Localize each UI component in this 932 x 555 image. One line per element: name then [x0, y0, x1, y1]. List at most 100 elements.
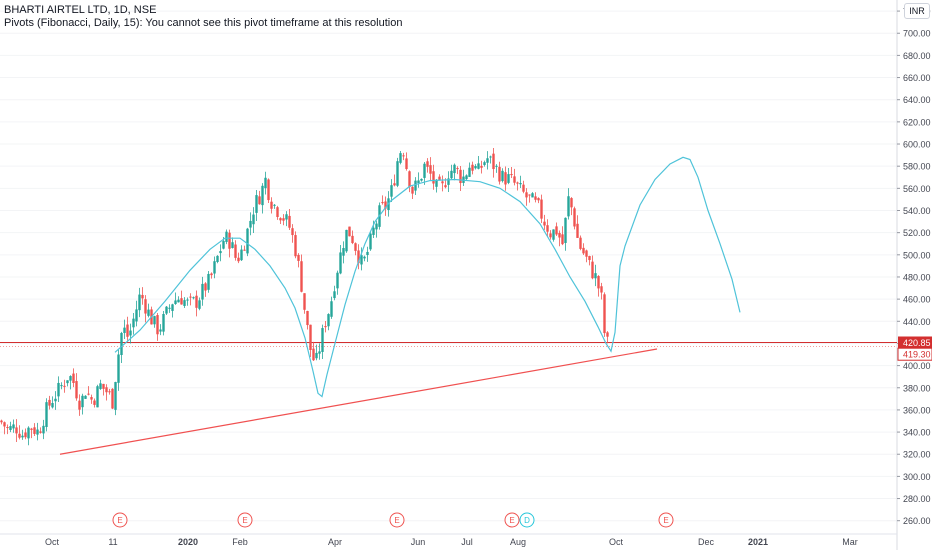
candle-body [564, 217, 567, 243]
candle-body [213, 261, 216, 274]
candle-body [528, 194, 531, 196]
candle-body [192, 297, 195, 299]
candle-body [480, 165, 483, 168]
candle-body [117, 354, 120, 383]
candle-body [273, 204, 276, 206]
earnings-marker-label: E [509, 516, 514, 525]
candle-body [600, 286, 603, 293]
candle-body [588, 256, 591, 261]
chart-legend: BHARTI AIRTEL LTD, 1D, NSE Pivots (Fibon… [4, 4, 402, 30]
y-tick-label: 280.00 [903, 494, 931, 504]
candle-body [108, 391, 111, 393]
candle-body [381, 202, 384, 204]
candle-body [351, 235, 354, 244]
candle-body [6, 427, 9, 429]
candle-body [579, 237, 582, 249]
candle-body [501, 170, 504, 182]
y-tick-label: 400.00 [903, 361, 931, 371]
candle-body [189, 296, 192, 298]
y-tick-label: 480.00 [903, 272, 931, 282]
candle-body [465, 175, 468, 180]
candle-body [339, 252, 342, 274]
candle-body [312, 348, 315, 361]
symbol-title[interactable]: BHARTI AIRTEL LTD, 1D, NSE [4, 4, 157, 16]
y-tick-label: 620.00 [903, 117, 931, 127]
x-tick-label: Mar [842, 537, 858, 547]
candle-body [279, 218, 282, 221]
candle-body [321, 328, 324, 352]
candle-body [60, 385, 63, 387]
candle-body [516, 182, 519, 184]
candle-body [42, 425, 45, 434]
candle-body [231, 242, 234, 248]
indicator-pivots-label[interactable]: Pivots (Fibonacci, Daily, 15): You canno… [4, 17, 403, 29]
candle-body [105, 387, 108, 393]
candle-body [438, 176, 441, 180]
candle-body [78, 400, 81, 410]
candle-body [408, 171, 411, 187]
earnings-marker [504, 512, 520, 528]
candle-body [225, 231, 228, 242]
candle-body [519, 183, 522, 185]
candle-body [228, 232, 231, 249]
candle-body [75, 381, 78, 399]
candle-body [471, 164, 474, 171]
x-tick-label: Aug [510, 537, 526, 547]
candle-body [207, 273, 210, 290]
candle-body [12, 424, 15, 429]
candle-body [405, 158, 408, 170]
candle-body [366, 251, 369, 256]
candle-body [315, 352, 318, 359]
candle-body [429, 165, 432, 174]
candle-body [555, 226, 558, 235]
candle-body [24, 432, 27, 438]
candle-body [141, 294, 144, 299]
candle-body [33, 427, 36, 434]
candle-body [489, 156, 492, 158]
candle-body [288, 215, 291, 228]
currency-button[interactable]: INR [904, 3, 930, 19]
x-tick-label: 11 [108, 537, 117, 547]
candle-body [309, 324, 312, 350]
earnings-marker [112, 512, 128, 528]
candle-body [126, 324, 129, 337]
candle-body [57, 382, 60, 397]
candle-body [432, 171, 435, 184]
candle-body [447, 178, 450, 185]
earnings-marker-label: E [117, 516, 122, 525]
candle-body [129, 330, 132, 336]
candle-body [120, 332, 123, 356]
candle-body [546, 225, 549, 232]
y-tick-label: 700.00 [903, 29, 931, 39]
candle-body [336, 272, 339, 289]
candle-body [594, 273, 597, 279]
candle-body [111, 388, 114, 409]
currency-label: INR [909, 6, 925, 16]
candle-body [531, 193, 534, 198]
candle-body [537, 198, 540, 201]
candle-body [285, 214, 288, 220]
candle-body [369, 233, 372, 250]
candle-body [36, 429, 39, 435]
candle-body [597, 276, 600, 289]
candle-body [504, 172, 507, 185]
candle-body [474, 166, 477, 169]
candle-body [51, 403, 54, 408]
candle-body [591, 261, 594, 279]
candle-body [186, 299, 189, 301]
candle-body [216, 255, 219, 262]
candle-body [486, 158, 489, 163]
candle-body [96, 386, 99, 408]
candle-body [48, 399, 51, 406]
candle-body [204, 283, 207, 291]
candle-body [243, 249, 246, 251]
candle-body [138, 294, 141, 311]
candle-body [603, 294, 606, 334]
candle-body [183, 300, 186, 306]
x-tick-label: Oct [45, 537, 60, 547]
y-tick-label: 340.00 [903, 428, 931, 438]
candle-body [441, 181, 444, 184]
candle-body [39, 431, 42, 433]
